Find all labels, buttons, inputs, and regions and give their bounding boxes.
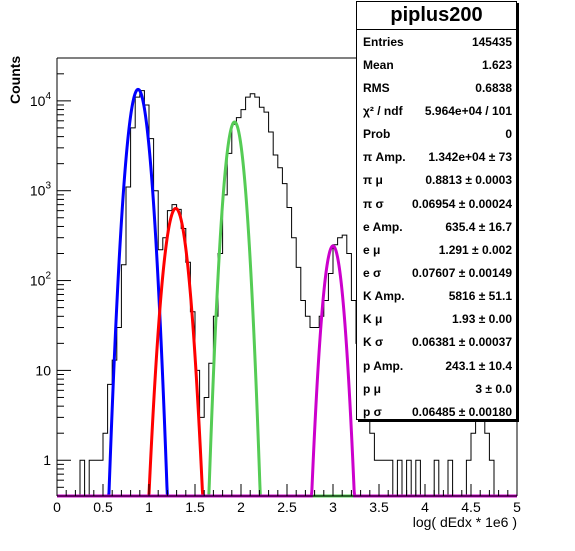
stats-row-value: 5816 ± 51.1: [448, 289, 512, 304]
stats-row-value: 0: [505, 127, 512, 142]
stats-row-value: 0.06954 ± 0.00024: [411, 196, 512, 211]
y-tick-label-base: 10: [35, 362, 51, 378]
x-tick-label: 3.5: [369, 499, 389, 515]
stats-row: p σ 0.06485 ± 0.00180: [357, 400, 516, 423]
x-tick-label: 4.5: [461, 499, 481, 515]
stats-title: piplus200: [357, 2, 516, 30]
y-tick-label: 104: [30, 91, 52, 109]
stats-row: π Amp. 1.342e+04 ± 73: [357, 146, 516, 169]
stats-row-label: K Amp.: [363, 289, 405, 304]
stats-row: π σ 0.06954 ± 0.00024: [357, 192, 516, 215]
x-tick-label: 5: [513, 499, 521, 515]
stats-row: RMS 0.6838: [357, 76, 516, 99]
stats-row-label: RMS: [363, 80, 390, 95]
stats-row-label: π σ: [363, 196, 384, 211]
stats-row-value: 5.964e+04 / 101: [424, 103, 512, 118]
stats-box: piplus200 Entries 145435 Mean 1.623 RMS 0.683…: [356, 1, 517, 420]
x-axis-label: log( dEdx * 1e6 ): [413, 514, 517, 530]
stats-row: π μ 0.8813 ± 0.0003: [357, 169, 516, 192]
y-tick-label: 103: [30, 181, 52, 199]
x-tick-label: 1.5: [185, 499, 205, 515]
stats-row-value: 0.07607 ± 0.00149: [411, 265, 512, 280]
stats-row-label: Prob: [363, 127, 391, 142]
stats-row-value: 0.06485 ± 0.00180: [411, 404, 512, 419]
stats-row-label: K σ: [363, 335, 384, 350]
y-tick-label-base: 10: [30, 183, 46, 199]
stats-row-label: χ² / ndf: [363, 103, 403, 118]
y-tick-label-base: 10: [30, 273, 46, 289]
x-tick-label: 2: [237, 499, 245, 515]
stats-row: e μ 1.291 ± 0.002: [357, 238, 516, 261]
y-tick-label-base: 1: [43, 452, 51, 468]
y-tick-label: 102: [30, 271, 52, 289]
stats-row: K σ 0.06381 ± 0.00037: [357, 331, 516, 354]
stats-row-label: Mean: [363, 57, 394, 72]
stats-row-value: 635.4 ± 16.7: [445, 219, 512, 234]
y-tick-label-exponent: 3: [45, 181, 51, 192]
stats-row-label: p μ: [363, 381, 382, 396]
stats-row-label: e Amp.: [363, 219, 403, 234]
stats-row-value: 0.8813 ± 0.0003: [425, 173, 512, 188]
x-tick-label: 1: [145, 499, 153, 515]
stats-row: p μ 3 ± 0.0: [357, 377, 516, 400]
stats-row-label: Entries: [363, 34, 404, 49]
stats-row: Entries 145435: [357, 30, 516, 53]
stats-row-value: 145435: [471, 34, 512, 49]
stats-row-label: e μ: [363, 242, 381, 257]
y-tick-label-base: 10: [30, 93, 46, 109]
stats-row: Mean 1.623: [357, 53, 516, 76]
stats-row-label: p Amp.: [363, 358, 404, 373]
x-tick-label: 3: [329, 499, 337, 515]
stats-row-label: π Amp.: [363, 150, 406, 165]
stats-row-value: 0.06381 ± 0.00037: [411, 335, 512, 350]
y-tick-label: 10: [35, 362, 51, 378]
stats-row-value: 243.1 ± 10.4: [445, 358, 512, 373]
x-tick-label: 0: [53, 499, 61, 515]
stats-row: K Amp. 5816 ± 51.1: [357, 285, 516, 308]
stats-row: K μ 1.93 ± 0.00: [357, 308, 516, 331]
stats-row: χ² / ndf 5.964e+04 / 101: [357, 99, 516, 122]
stats-row-value: 1.623: [481, 57, 512, 72]
y-tick-label: 1: [43, 452, 51, 468]
stats-row-value: 0.6838: [475, 80, 512, 95]
stats-row-value: 3 ± 0.0: [475, 381, 512, 396]
stats-row-label: p σ: [363, 404, 382, 419]
stats-row-value: 1.291 ± 0.002: [438, 242, 512, 257]
stats-row: e σ 0.07607 ± 0.00149: [357, 261, 516, 284]
x-tick-label: 2.5: [277, 499, 297, 515]
stats-rows: Entries 145435 Mean 1.623 RMS 0.6838 χ² / ndf 5…: [357, 30, 516, 423]
stats-row-label: K μ: [363, 312, 383, 327]
x-tick-label: 4: [421, 499, 429, 515]
y-tick-label-exponent: 4: [45, 91, 51, 102]
stats-row-value: 1.93 ± 0.00: [452, 312, 512, 327]
stats-row: Prob 0: [357, 123, 516, 146]
stats-row-label: π μ: [363, 173, 383, 188]
stats-row-label: e σ: [363, 265, 382, 280]
y-axis-label: Counts: [7, 56, 23, 104]
stats-row: p Amp. 243.1 ± 10.4: [357, 354, 516, 377]
x-tick-label: 0.5: [93, 499, 113, 515]
y-tick-label-exponent: 2: [45, 271, 51, 282]
stats-row-value: 1.342e+04 ± 73: [428, 150, 512, 165]
stats-row: e Amp. 635.4 ± 16.7: [357, 215, 516, 238]
